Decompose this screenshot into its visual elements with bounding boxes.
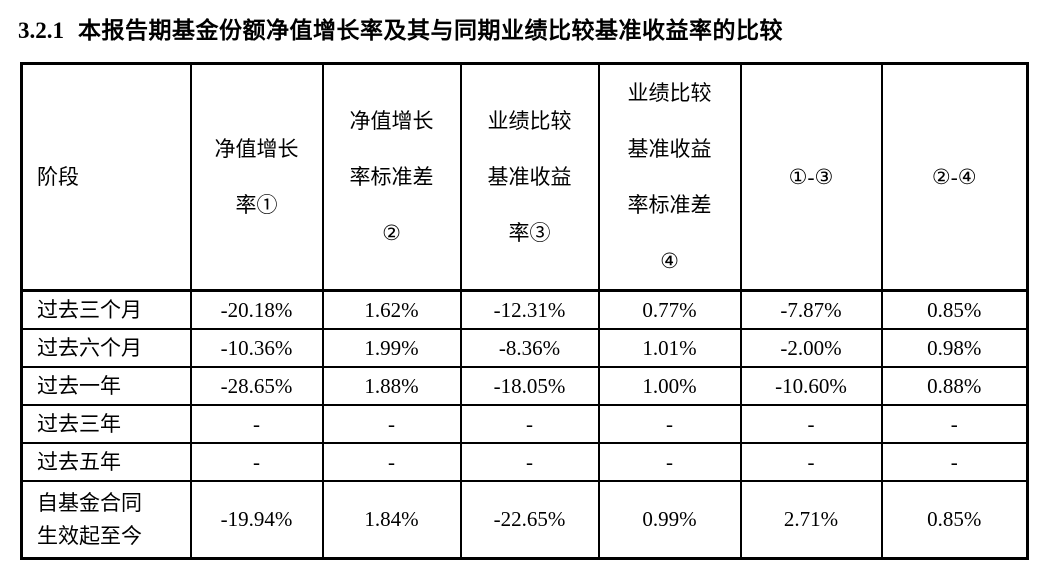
header-benchmark-return-stddev: 业绩比较 基准收益 率标准差 ④ (597, 62, 742, 292)
value-cell: -28.65% (189, 366, 324, 406)
value-cell: 1.88% (321, 366, 462, 406)
value-cell: 0.99% (597, 480, 742, 560)
value-cell: 2.71% (739, 480, 883, 560)
value-cell: - (321, 442, 462, 482)
value-cell: 1.99% (321, 328, 462, 368)
section-number: 3.2.1 (18, 18, 64, 43)
value-cell: - (459, 404, 600, 444)
value-cell: - (880, 404, 1029, 444)
value-cell: - (739, 442, 883, 482)
table-row-past-3-months: 过去三个月 -20.18% 1.62% -12.31% 0.77% -7.87%… (20, 289, 1029, 330)
row-label: 过去三年 (20, 404, 192, 444)
header-diff-1-3: ①-③ (739, 62, 883, 292)
row-label: 过去六个月 (20, 328, 192, 368)
value-cell: - (459, 442, 600, 482)
row-label: 过去一年 (20, 366, 192, 406)
value-cell: 1.84% (321, 480, 462, 560)
value-cell: -22.65% (459, 480, 600, 560)
table-row-since-inception: 自基金合同 生效起至今 -19.94% 1.84% -22.65% 0.99% … (20, 480, 1029, 560)
section-title: 3.2.1 本报告期基金份额净值增长率及其与同期业绩比较基准收益率的比较 (0, 0, 1048, 45)
performance-comparison-table: 阶段 净值增长 率① 净值增长 率标准差 ② 业绩比较 基准收益 率③ 业绩比较… (20, 62, 1029, 560)
header-benchmark-return: 业绩比较 基准收益 率③ (459, 62, 600, 292)
value-cell: - (880, 442, 1029, 482)
value-cell: -7.87% (739, 289, 883, 330)
value-cell: -10.36% (189, 328, 324, 368)
value-cell: 1.01% (597, 328, 742, 368)
value-cell: - (321, 404, 462, 444)
value-cell: -8.36% (459, 328, 600, 368)
value-cell: 0.98% (880, 328, 1029, 368)
value-cell: -18.05% (459, 366, 600, 406)
value-cell: 0.88% (880, 366, 1029, 406)
row-label: 自基金合同 生效起至今 (20, 480, 192, 560)
value-cell: -12.31% (459, 289, 600, 330)
value-cell: 1.00% (597, 366, 742, 406)
value-cell: -2.00% (739, 328, 883, 368)
value-cell: 1.62% (321, 289, 462, 330)
value-cell: -10.60% (739, 366, 883, 406)
section-title-text: 本报告期基金份额净值增长率及其与同期业绩比较基准收益率的比较 (78, 18, 783, 43)
value-cell: - (739, 404, 883, 444)
value-cell: 0.85% (880, 480, 1029, 560)
header-nav-growth-rate: 净值增长 率① (189, 62, 324, 292)
value-cell: 0.85% (880, 289, 1029, 330)
value-cell: - (597, 442, 742, 482)
value-cell: 0.77% (597, 289, 742, 330)
table-row-past-6-months: 过去六个月 -10.36% 1.99% -8.36% 1.01% -2.00% … (20, 328, 1029, 368)
table-header-row: 阶段 净值增长 率① 净值增长 率标准差 ② 业绩比较 基准收益 率③ 业绩比较… (20, 62, 1029, 292)
value-cell: - (189, 404, 324, 444)
row-label: 过去五年 (20, 442, 192, 482)
value-cell: -19.94% (189, 480, 324, 560)
value-cell: - (597, 404, 742, 444)
value-cell: -20.18% (189, 289, 324, 330)
table-row-past-3-years: 过去三年 - - - - - - (20, 404, 1029, 444)
value-cell: - (189, 442, 324, 482)
table-row-past-1-year: 过去一年 -28.65% 1.88% -18.05% 1.00% -10.60%… (20, 366, 1029, 406)
header-period: 阶段 (20, 62, 192, 292)
table-row-past-5-years: 过去五年 - - - - - - (20, 442, 1029, 482)
header-nav-growth-rate-stddev: 净值增长 率标准差 ② (321, 62, 462, 292)
header-diff-2-4: ②-④ (880, 62, 1029, 292)
row-label: 过去三个月 (20, 289, 192, 330)
